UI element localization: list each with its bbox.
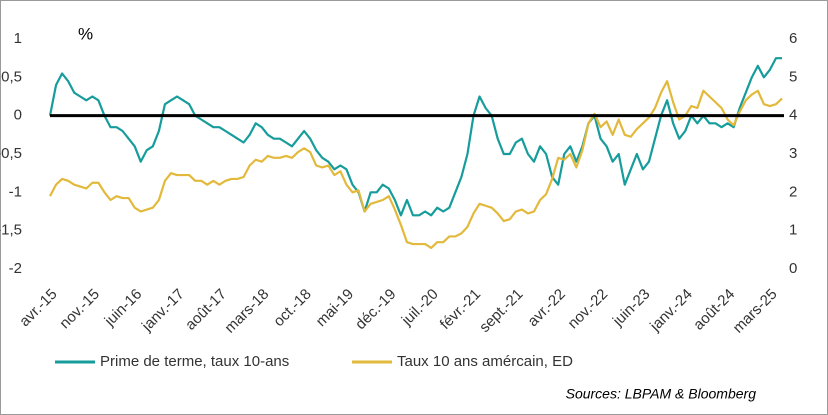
y2-tick-label: 4 [789, 107, 797, 124]
unit-annotation: % [78, 24, 93, 43]
source: Sources: LBPAM & Bloomberg [566, 386, 757, 402]
y-tick-label: 0 [14, 107, 22, 124]
legend-label: Prime de terme, taux 10-ans [100, 353, 289, 370]
y-tick-label: -1 [9, 183, 22, 200]
y-tick-label: 0,5 [1, 68, 22, 85]
y2-tick-label: 1 [789, 222, 797, 239]
y2-tick-label: 6 [789, 30, 797, 47]
data-line [48, 57, 783, 217]
y-tick-label: -0,5 [0, 145, 22, 162]
y-tick-label: 1 [14, 30, 22, 47]
legend-label: Taux 10 ans amércain, ED [397, 353, 573, 370]
y2-tick-label: 0 [789, 260, 797, 277]
y-tick-label: -2 [9, 260, 22, 277]
y2-tick-label: 3 [789, 145, 797, 162]
y-tick-label: -1,5 [0, 222, 22, 239]
data-line [49, 80, 783, 250]
y2-tick-label: 2 [789, 183, 797, 200]
y2-tick-label: 5 [789, 68, 797, 85]
